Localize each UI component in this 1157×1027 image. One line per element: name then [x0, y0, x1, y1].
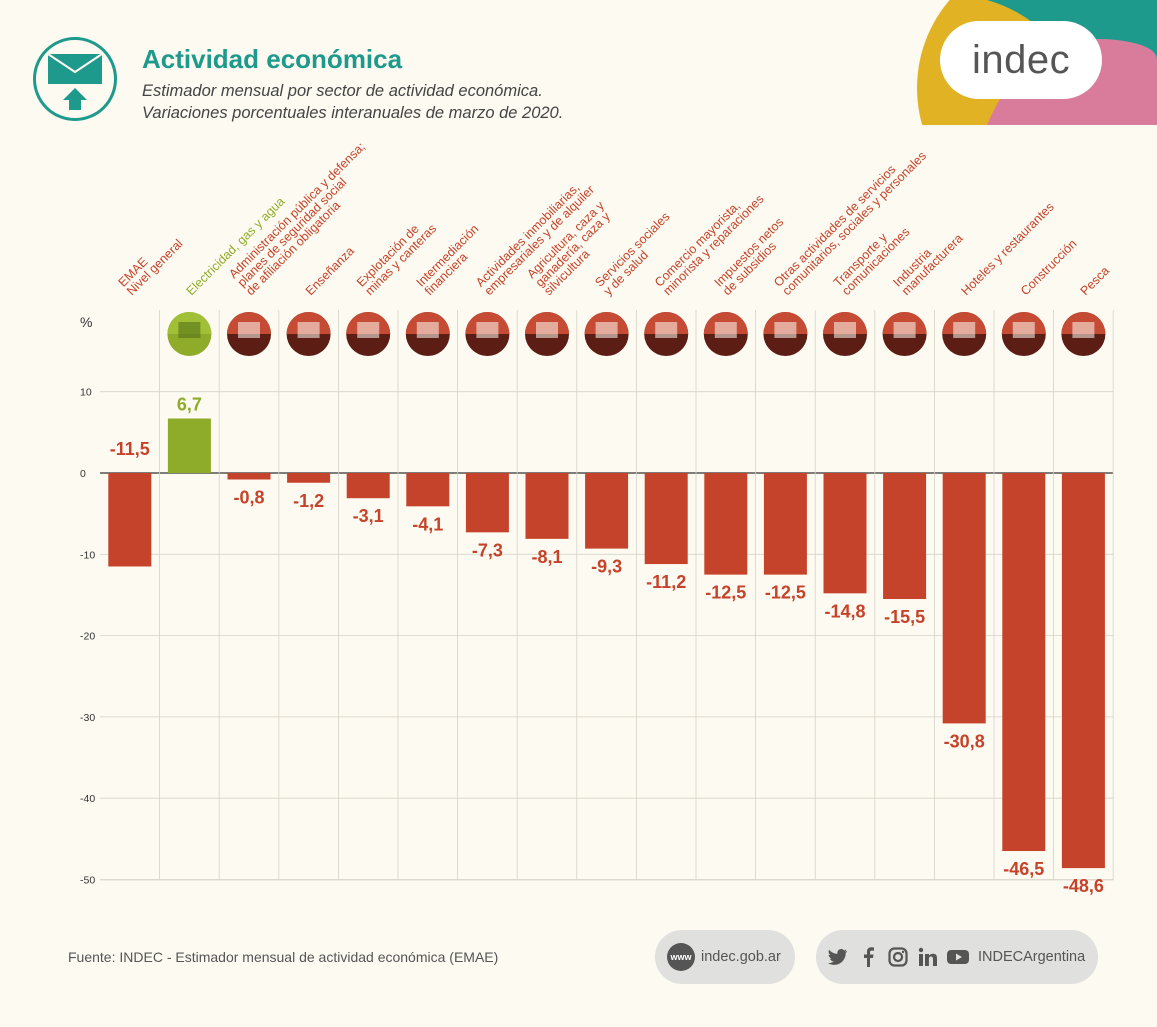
- value-label: -14,8: [824, 601, 865, 621]
- value-label: -12,5: [705, 583, 746, 603]
- bar: [763, 473, 807, 575]
- y-axis-label: %: [80, 314, 92, 330]
- bar: [346, 473, 390, 499]
- value-label: -1,2: [293, 491, 324, 511]
- indec-logo: indec: [940, 21, 1102, 99]
- sector-icon: [584, 312, 629, 356]
- sector-icon: [882, 312, 927, 356]
- sector-icon: [227, 312, 271, 356]
- sector-icon: [167, 312, 212, 356]
- bars: [108, 418, 1105, 869]
- sector-icon: [823, 312, 867, 356]
- social-handle: INDECArgentina: [978, 949, 1086, 965]
- facebook-icon[interactable]: [856, 945, 880, 969]
- bar-chart: -11,5 6,7 -0,8 -1,2 -3,1 -4,1 -7,3 -8,1 -9,3 -11,…: [80, 140, 1114, 897]
- value-label: -7,3: [472, 540, 503, 560]
- bar: [287, 473, 331, 483]
- page-title: Actividad económica: [142, 44, 403, 74]
- subtitle-line-1: Estimador mensual por sector de activida…: [142, 82, 543, 100]
- value-label: -8,1: [531, 547, 562, 567]
- bar: [1061, 473, 1105, 869]
- value-label: 6,7: [177, 395, 202, 415]
- value-label: -30,8: [944, 731, 985, 751]
- value-label: -4,1: [412, 514, 443, 534]
- envelope-logo-icon: [33, 37, 117, 121]
- bar: [525, 473, 569, 539]
- category-label: Pesca: [1078, 264, 1112, 298]
- sector-icon: [405, 312, 450, 356]
- sector-icon: [1001, 311, 1046, 356]
- sector-icon: [703, 312, 748, 356]
- website-link[interactable]: www indec.gob.ar: [655, 930, 795, 984]
- bar: [406, 473, 450, 507]
- bar: [704, 473, 748, 575]
- bar: [465, 473, 509, 533]
- y-tick-label: -40: [80, 793, 95, 805]
- twitter-icon[interactable]: [826, 945, 850, 969]
- value-label: -9,3: [591, 557, 622, 577]
- y-tick-label: -20: [80, 631, 95, 643]
- sector-icon: [1061, 312, 1106, 356]
- y-tick-label: -50: [80, 875, 95, 887]
- value-label: -46,5: [1003, 859, 1044, 879]
- bar: [883, 473, 927, 600]
- youtube-icon[interactable]: [946, 945, 970, 969]
- category-label: EMAENivel general: [116, 228, 186, 298]
- category-icons: [167, 311, 1106, 356]
- instagram-icon[interactable]: [886, 945, 910, 969]
- sector-icon: [763, 312, 808, 356]
- sector-icon: [346, 312, 391, 356]
- sector-icon: [465, 312, 510, 356]
- bar: [823, 473, 867, 594]
- value-label: -0,8: [233, 488, 264, 508]
- y-tick-label: 10: [80, 387, 92, 399]
- source-note: Fuente: INDEC - Estimador mensual de act…: [68, 949, 499, 965]
- page-subtitle: Estimador mensual por sector de activida…: [142, 80, 563, 124]
- bar: [1002, 473, 1046, 852]
- sector-icon: [525, 312, 569, 356]
- value-label: -11,2: [646, 572, 686, 592]
- value-label: -12,5: [765, 583, 806, 603]
- social-links: INDECArgentina: [816, 930, 1098, 984]
- sector-icon: [644, 312, 689, 356]
- bar: [585, 473, 629, 549]
- category-label: Enseñanza: [303, 244, 357, 298]
- value-label: -11,5: [110, 439, 150, 459]
- value-label: -48,6: [1063, 876, 1104, 896]
- value-label: -3,1: [353, 506, 384, 526]
- website-label: indec.gob.ar: [701, 949, 781, 965]
- y-tick-label: -30: [80, 712, 95, 724]
- bar: [942, 473, 986, 724]
- sector-icon: [286, 312, 331, 356]
- bar: [167, 418, 211, 473]
- sector-icon: [942, 312, 987, 356]
- value-label: -15,5: [884, 607, 925, 627]
- bar: [227, 473, 271, 480]
- www-icon: www: [667, 943, 695, 971]
- subtitle-line-2: Variaciones porcentuales interanuales de…: [142, 104, 564, 122]
- category-label: Construcción: [1018, 237, 1080, 299]
- linkedin-icon[interactable]: [916, 945, 940, 969]
- y-tick-label: 0: [80, 468, 86, 480]
- value-labels: -11,5 6,7 -0,8 -1,2 -3,1 -4,1 -7,3 -8,1 -9,3 -11,…: [110, 395, 1104, 897]
- bar: [108, 473, 152, 567]
- y-ticks: 10 0 -10 -20 -30 -40 -50%: [80, 314, 95, 887]
- bar: [644, 473, 688, 565]
- y-tick-label: -10: [80, 549, 95, 561]
